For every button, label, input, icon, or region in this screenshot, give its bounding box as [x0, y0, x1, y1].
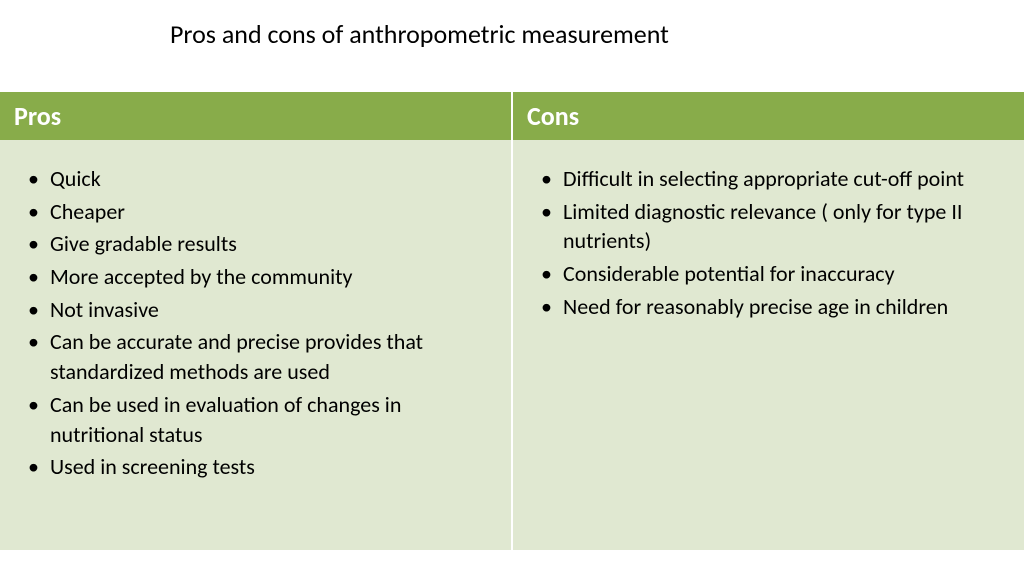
list-item: Need for reasonably precise age in child… [545, 292, 1004, 322]
list-item: Difficult in selecting appropriate cut-o… [545, 164, 1004, 194]
list-item: Can be accurate and precise provides tha… [32, 327, 491, 386]
page-title: Pros and cons of anthropometric measurem… [0, 0, 1024, 50]
pros-cons-table: Pros Quick Cheaper Give gradable results… [0, 92, 1024, 550]
list-item: Can be used in evaluation of changes in … [32, 390, 491, 449]
cons-body: Difficult in selecting appropriate cut-o… [513, 140, 1024, 550]
list-item: Give gradable results [32, 229, 491, 259]
list-item: Quick [32, 164, 491, 194]
cons-column: Cons Difficult in selecting appropriate … [513, 92, 1024, 550]
list-item: Used in screening tests [32, 452, 491, 482]
cons-list: Difficult in selecting appropriate cut-o… [533, 164, 1004, 321]
list-item: Cheaper [32, 197, 491, 227]
pros-header: Pros [0, 92, 511, 140]
pros-list: Quick Cheaper Give gradable results More… [20, 164, 491, 482]
pros-body: Quick Cheaper Give gradable results More… [0, 140, 511, 550]
pros-column: Pros Quick Cheaper Give gradable results… [0, 92, 513, 550]
list-item: Limited diagnostic relevance ( only for … [545, 197, 1004, 256]
cons-header: Cons [513, 92, 1024, 140]
list-item: More accepted by the community [32, 262, 491, 292]
list-item: Considerable potential for inaccuracy [545, 259, 1004, 289]
list-item: Not invasive [32, 295, 491, 325]
